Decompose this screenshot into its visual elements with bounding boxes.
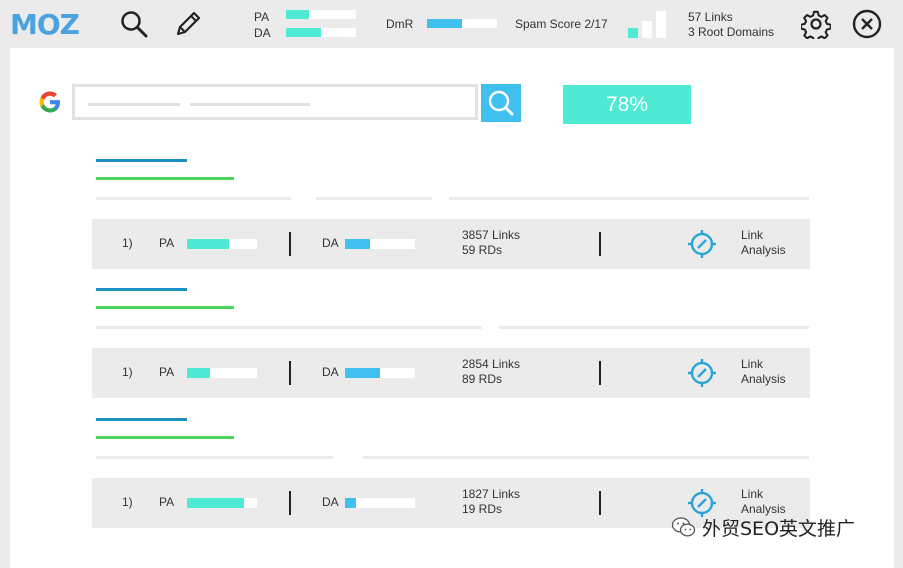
links-count: 1827 Links xyxy=(462,487,521,501)
da-label: DA xyxy=(322,365,339,379)
da-bar xyxy=(345,498,415,508)
search-icon[interactable] xyxy=(120,10,148,38)
watermark-text: 外贸SEO英文推广 xyxy=(702,518,856,540)
result-snippet-line xyxy=(96,456,333,459)
pencil-icon[interactable] xyxy=(174,10,202,38)
search-button[interactable] xyxy=(481,84,521,122)
divider xyxy=(289,232,291,256)
link-analysis-icon[interactable] xyxy=(688,230,716,258)
divider xyxy=(599,361,601,385)
result-title-line[interactable] xyxy=(96,159,187,162)
rds-count: 59 RDs xyxy=(462,243,503,257)
close-icon[interactable] xyxy=(852,9,882,39)
link-analysis-icon[interactable] xyxy=(688,359,716,387)
da-bar xyxy=(286,28,356,37)
da-bar xyxy=(345,368,415,378)
result-url-line[interactable] xyxy=(96,306,234,309)
link-analysis-label: Analysis xyxy=(741,243,786,257)
google-icon xyxy=(39,91,60,113)
link-analysis-label: Link xyxy=(741,487,764,501)
da-bar xyxy=(345,239,415,249)
link-counts: 2854 Links 89 RDs xyxy=(462,357,520,387)
wechat-icon xyxy=(671,517,696,537)
pa-label: PA xyxy=(159,365,175,379)
rds-count: 19 RDs xyxy=(462,502,503,516)
link-analysis-label: Link xyxy=(741,357,764,371)
link-counts: 1827 Links 19 RDs xyxy=(462,487,520,517)
moz-toolbar: MOZ PA DA DmR Spam Score 2/17 57 Links 3… xyxy=(0,0,903,48)
result-snippet-line xyxy=(96,326,482,329)
dmr-bar xyxy=(427,19,497,28)
links-count: 3857 Links xyxy=(462,228,521,242)
divider xyxy=(289,491,291,515)
mozbar-metrics-row: 1) PA DA 2854 Links 89 RDs Link Analysis xyxy=(92,348,810,398)
divider xyxy=(289,361,291,385)
result-rank: 1) xyxy=(122,236,133,250)
pa-bar xyxy=(187,498,257,508)
result-snippet-line xyxy=(363,456,809,459)
rds-count: 89 RDs xyxy=(462,372,503,386)
moz-logo[interactable]: MOZ xyxy=(10,8,80,41)
search-input[interactable] xyxy=(72,84,478,120)
result-snippet-line xyxy=(316,197,432,200)
link-analysis-link[interactable]: Link Analysis xyxy=(741,228,786,258)
pa-label: PA xyxy=(254,10,270,24)
divider xyxy=(599,491,601,515)
spam-score-bars-icon xyxy=(628,11,666,38)
header-links: 57 Links xyxy=(688,10,733,24)
pa-label: PA xyxy=(159,495,175,509)
result-title-line[interactable] xyxy=(96,418,187,421)
search-icon xyxy=(488,90,514,116)
result-title-line[interactable] xyxy=(96,288,187,291)
spam-score: Spam Score 2/17 xyxy=(515,17,608,31)
result-url-line[interactable] xyxy=(96,436,234,439)
pa-bar xyxy=(187,239,257,249)
search-placeholder-line xyxy=(190,103,310,106)
pa-bar xyxy=(286,10,356,19)
link-analysis-label: Analysis xyxy=(741,502,786,516)
links-count: 2854 Links xyxy=(462,357,521,371)
link-analysis-icon[interactable] xyxy=(688,489,716,517)
link-counts: 3857 Links 59 RDs xyxy=(462,228,520,258)
pa-label: PA xyxy=(159,236,175,250)
pa-bar xyxy=(187,368,257,378)
link-analysis-link[interactable]: Link Analysis xyxy=(741,487,786,517)
score-percent-badge: 78% xyxy=(563,85,691,124)
search-placeholder-line xyxy=(88,103,180,106)
result-rank: 1) xyxy=(122,495,133,509)
dmr-label: DmR xyxy=(386,17,414,31)
da-label: DA xyxy=(322,236,339,250)
gear-icon[interactable] xyxy=(801,9,831,39)
result-snippet-line xyxy=(96,197,291,200)
link-analysis-link[interactable]: Link Analysis xyxy=(741,357,786,387)
da-label: DA xyxy=(254,26,271,40)
mozbar-metrics-row: 1) PA DA 3857 Links 59 RDs Link Analysis xyxy=(92,219,810,269)
link-analysis-label: Analysis xyxy=(741,372,786,386)
result-url-line[interactable] xyxy=(96,177,234,180)
divider xyxy=(599,232,601,256)
result-snippet-line xyxy=(499,326,809,329)
header-root-domains: 3 Root Domains xyxy=(688,25,775,39)
da-label: DA xyxy=(322,495,339,509)
mozbar-metrics-row: 1) PA DA 1827 Links 19 RDs Link Analysis xyxy=(92,478,810,528)
result-snippet-line xyxy=(449,197,809,200)
link-analysis-label: Link xyxy=(741,228,764,242)
result-rank: 1) xyxy=(122,365,133,379)
